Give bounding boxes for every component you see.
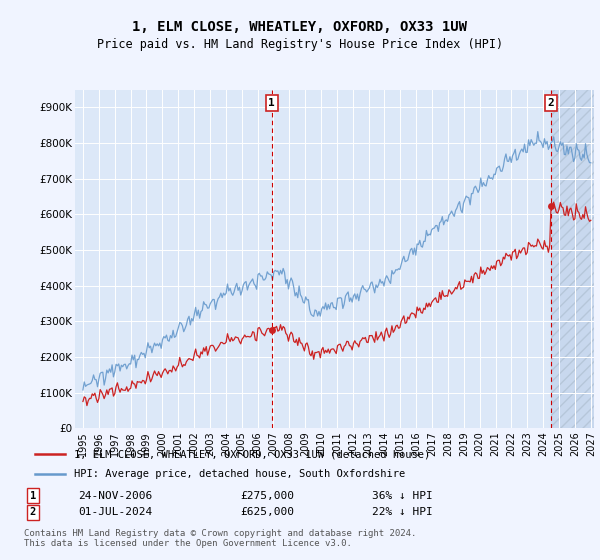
Bar bbox=[551, 90, 594, 428]
Text: 01-JUL-2024: 01-JUL-2024 bbox=[78, 507, 152, 517]
Text: Contains HM Land Registry data © Crown copyright and database right 2024.: Contains HM Land Registry data © Crown c… bbox=[24, 529, 416, 538]
Text: £275,000: £275,000 bbox=[240, 491, 294, 501]
Text: 1, ELM CLOSE, WHEATLEY, OXFORD, OX33 1UW: 1, ELM CLOSE, WHEATLEY, OXFORD, OX33 1UW bbox=[133, 20, 467, 34]
Text: £625,000: £625,000 bbox=[240, 507, 294, 517]
Text: 22% ↓ HPI: 22% ↓ HPI bbox=[372, 507, 433, 517]
Text: 1: 1 bbox=[268, 98, 275, 108]
Text: 36% ↓ HPI: 36% ↓ HPI bbox=[372, 491, 433, 501]
Bar bbox=[551, 90, 594, 428]
Text: 2: 2 bbox=[30, 507, 36, 517]
Text: This data is licensed under the Open Government Licence v3.0.: This data is licensed under the Open Gov… bbox=[24, 539, 352, 548]
Text: 1: 1 bbox=[30, 491, 36, 501]
Text: Price paid vs. HM Land Registry's House Price Index (HPI): Price paid vs. HM Land Registry's House … bbox=[97, 38, 503, 51]
Text: 2: 2 bbox=[548, 98, 554, 108]
Text: 24-NOV-2006: 24-NOV-2006 bbox=[78, 491, 152, 501]
Text: 1, ELM CLOSE, WHEATLEY, OXFORD, OX33 1UW (detached house): 1, ELM CLOSE, WHEATLEY, OXFORD, OX33 1UW… bbox=[74, 449, 430, 459]
Text: HPI: Average price, detached house, South Oxfordshire: HPI: Average price, detached house, Sout… bbox=[74, 469, 405, 479]
